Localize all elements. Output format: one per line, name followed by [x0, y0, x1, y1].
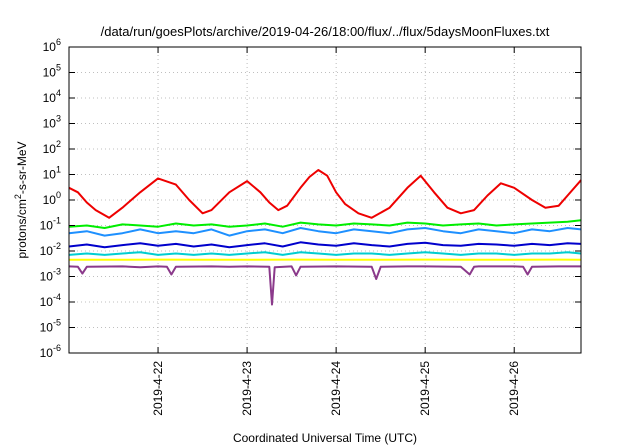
x-tick-label: 2019-4-22	[151, 361, 165, 416]
series-line-3	[68, 227, 582, 237]
series-line-4	[68, 241, 582, 249]
y-tick-exponent: 0	[56, 190, 61, 200]
y-tick-exponent: 2	[56, 139, 61, 149]
y-tick-exponent: 6	[56, 37, 61, 47]
y-tick-exponent: 4	[56, 88, 61, 98]
y-tick-exponent: -3	[53, 267, 61, 277]
y-tick-base: 10	[43, 142, 57, 156]
x-axis-ticks: 2019-4-22 2019-4-23 2019-4-24 2019-4-25 2019…	[151, 47, 521, 416]
y-tick-base: 10	[43, 91, 57, 105]
grid-lines	[69, 47, 581, 353]
y-tick-base: 10	[40, 346, 54, 360]
y-axis-label: protons/cm2-s-sr-MeV	[13, 141, 29, 258]
series-line-5	[68, 251, 582, 256]
x-tick-label: 2019-4-25	[418, 361, 432, 416]
y-tick-exponent: -6	[53, 343, 61, 353]
y-tick-label: 103	[43, 114, 61, 131]
y-tick-label: 10-6	[40, 343, 61, 360]
y-axis-label-sup: 2	[13, 194, 23, 199]
y-tick-label: 10-2	[40, 241, 61, 258]
y-tick-label: 106	[43, 37, 61, 54]
x-tick-label: 2019-4-23	[240, 361, 254, 416]
y-tick-exponent: 5	[56, 63, 61, 73]
chart-title: /data/run/goesPlots/archive/2019-04-26/1…	[101, 24, 550, 39]
y-tick-label: 105	[43, 63, 61, 80]
y-tick-label: 10-3	[40, 267, 61, 284]
y-tick-label: 102	[43, 139, 61, 156]
series-line-1	[68, 169, 582, 219]
y-tick-base: 10	[43, 193, 57, 207]
y-tick-label: 104	[43, 88, 61, 105]
series-line-2	[68, 219, 582, 229]
y-tick-exponent: 3	[56, 114, 61, 124]
y-tick-base: 10	[40, 244, 54, 258]
y-axis-label-base: protons/cm	[15, 199, 29, 258]
series-lines	[68, 169, 582, 306]
x-tick-label: 2019-4-26	[507, 361, 521, 416]
series-line-7	[68, 265, 581, 306]
y-tick-exponent: -2	[53, 241, 61, 251]
y-tick-base: 10	[40, 295, 54, 309]
y-tick-base: 10	[43, 40, 57, 54]
y-tick-label: 10-5	[40, 318, 61, 335]
y-tick-exponent: 1	[56, 165, 61, 175]
y-tick-base: 10	[43, 117, 57, 131]
y-tick-label: 100	[43, 190, 61, 207]
y-tick-base: 10	[43, 168, 57, 182]
y-tick-label: 10-1	[40, 216, 61, 233]
y-axis-label-rest: -s-sr-MeV	[15, 141, 29, 194]
y-tick-base: 10	[40, 219, 54, 233]
y-tick-base: 10	[43, 66, 57, 80]
y-tick-exponent: -1	[53, 216, 61, 226]
y-tick-label: 10-4	[40, 292, 61, 309]
y-tick-base: 10	[40, 270, 54, 284]
y-tick-base: 10	[40, 321, 54, 335]
y-axis-ticks: 10-610-510-410-310-210-11001011021031041…	[40, 37, 581, 360]
y-tick-exponent: -5	[53, 318, 61, 328]
x-tick-label: 2019-4-24	[329, 361, 343, 416]
y-tick-label: 101	[43, 165, 61, 182]
x-axis-label: Coordinated Universal Time (UTC)	[233, 431, 417, 445]
y-tick-exponent: -4	[53, 292, 61, 302]
